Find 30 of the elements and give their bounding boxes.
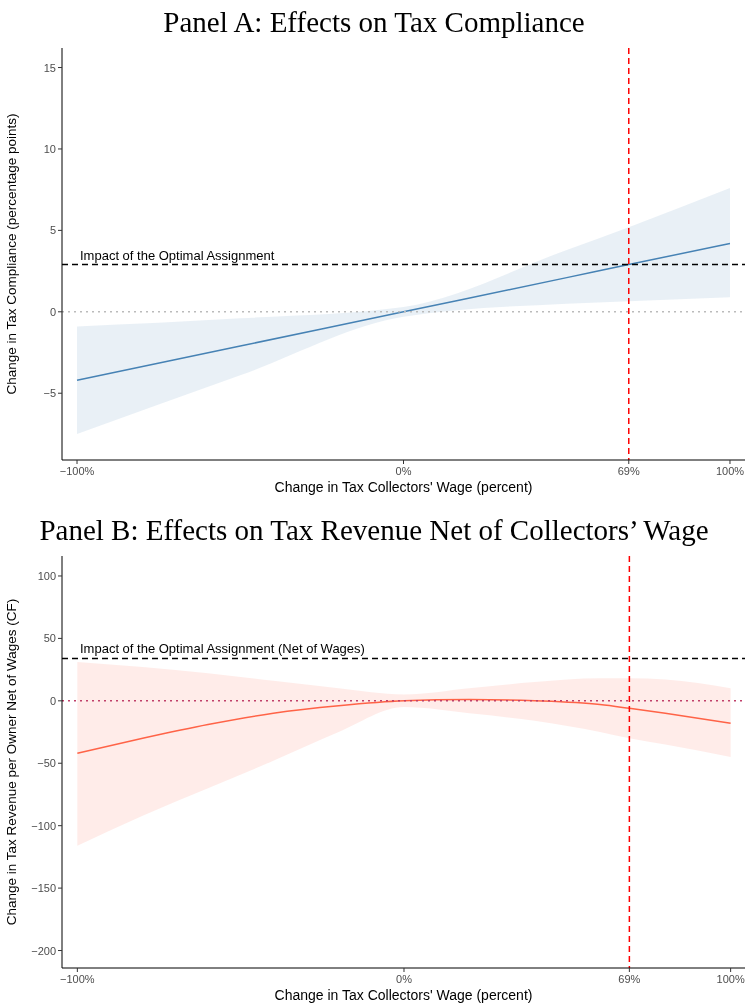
y-tick-label: −5 — [43, 387, 56, 400]
y-tick-label: −150 — [31, 882, 56, 895]
x-tick-label: 100% — [715, 465, 745, 477]
line-series — [76, 242, 731, 381]
ref-line-label: Impact of the Optimal Assignment (Net of Wages) — [80, 641, 365, 657]
x-axis-title: Change in Tax Collectors' Wage (percent) — [274, 479, 533, 495]
x-axis-title: Change in Tax Collectors' Wage (percent) — [274, 987, 533, 1003]
x-tick-label: −100% — [60, 973, 95, 985]
x-tick-label: 0% — [395, 465, 412, 477]
line-series — [76, 698, 732, 755]
chart-title: Panel A: Effects on Tax Compliance — [163, 6, 585, 38]
y-axis-title: Change in Tax Revenue per Owner Net of Wages (CF) — [4, 598, 19, 926]
y-tick-label: 100 — [37, 569, 56, 582]
y-tick-label: 50 — [43, 632, 56, 645]
x-tick-label: −100% — [59, 465, 95, 477]
y-tick-label: 0 — [49, 694, 56, 707]
y-tick-label: 10 — [43, 142, 56, 155]
y-tick-label: 15 — [43, 61, 56, 74]
x-tick-label: 69% — [617, 465, 640, 477]
y-axis-title: Change in Tax Compliance (percentage points) — [4, 113, 19, 395]
y-tick-label: 0 — [49, 305, 56, 318]
chart-title: Panel B: Effects on Tax Revenue Net of Collectors’ Wage — [39, 514, 709, 546]
x-tick-label: 100% — [716, 973, 745, 985]
x-tick-label: 69% — [618, 973, 641, 985]
x-tick-label: 0% — [396, 973, 413, 985]
y-tick-label: −50 — [37, 757, 56, 770]
y-tick-label: −200 — [31, 944, 56, 957]
ref-line-label: Impact of the Optimal Assignment — [80, 247, 275, 263]
y-tick-label: 5 — [49, 224, 56, 237]
y-tick-label: −100 — [31, 819, 56, 832]
